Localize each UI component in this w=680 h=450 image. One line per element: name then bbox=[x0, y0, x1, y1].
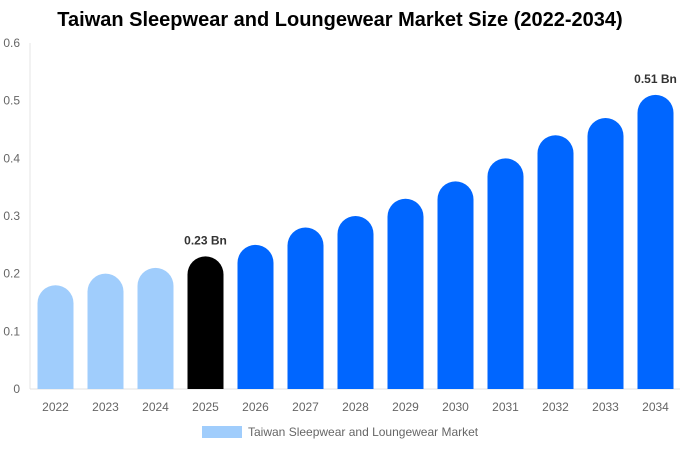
x-tick-label: 2027 bbox=[292, 400, 319, 414]
y-tick-label: 0.1 bbox=[3, 324, 20, 338]
y-tick-label: 0.6 bbox=[3, 36, 20, 50]
y-tick-label: 0.3 bbox=[3, 209, 20, 223]
y-tick-label: 0.5 bbox=[3, 94, 20, 108]
y-tick-label: 0 bbox=[13, 382, 20, 396]
x-tick-label: 2029 bbox=[392, 400, 419, 414]
x-tick-label: 2024 bbox=[142, 400, 169, 414]
y-tick-label: 0.4 bbox=[3, 151, 20, 165]
x-tick-label: 2022 bbox=[42, 400, 69, 414]
y-tick-label: 0.2 bbox=[3, 267, 20, 281]
bar-2023 bbox=[87, 273, 124, 389]
chart-title: Taiwan Sleepwear and Loungewear Market S… bbox=[57, 9, 623, 31]
bar-2024 bbox=[137, 267, 174, 389]
x-tick-label: 2034 bbox=[642, 400, 669, 414]
x-tick-label: 2028 bbox=[342, 400, 369, 414]
bar-2025 bbox=[187, 256, 224, 389]
legend-label: Taiwan Sleepwear and Loungewear Market bbox=[248, 425, 479, 439]
x-tick-label: 2025 bbox=[192, 400, 219, 414]
data-label: 0.23 Bn bbox=[184, 233, 227, 247]
bar-2033 bbox=[587, 117, 624, 389]
legend[interactable]: Taiwan Sleepwear and Loungewear Market bbox=[202, 425, 478, 439]
x-tick-label: 2032 bbox=[542, 400, 569, 414]
bar-2034 bbox=[637, 94, 674, 389]
data-label: 0.51 Bn bbox=[634, 72, 677, 86]
bar-2022 bbox=[37, 285, 74, 389]
bar-2030 bbox=[437, 181, 474, 389]
x-tick-label: 2031 bbox=[492, 400, 519, 414]
bar-2029 bbox=[387, 198, 424, 389]
bar-2032 bbox=[537, 135, 574, 389]
x-tick-label: 2023 bbox=[92, 400, 119, 414]
legend-swatch bbox=[202, 426, 242, 438]
bar-2031 bbox=[487, 158, 524, 389]
x-tick-label: 2030 bbox=[442, 400, 469, 414]
bar-2028 bbox=[337, 216, 374, 389]
x-tick-label: 2026 bbox=[242, 400, 269, 414]
bar-2027 bbox=[287, 227, 324, 389]
x-tick-label: 2033 bbox=[592, 400, 619, 414]
bar-2026 bbox=[237, 244, 274, 389]
